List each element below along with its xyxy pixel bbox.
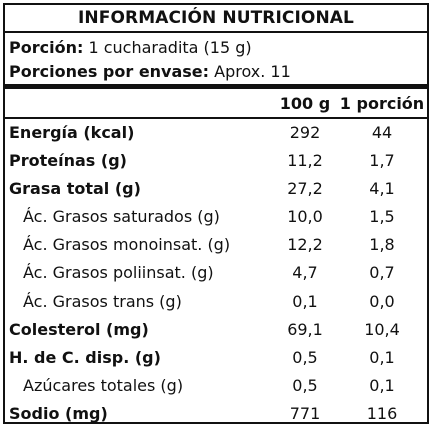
nutrition-facts-panel: INFORMACIÓN NUTRICIONAL Porción: 1 cucha… xyxy=(3,3,429,424)
row-value-100g: 0,5 xyxy=(292,347,318,367)
row-value-100g: 10,0 xyxy=(287,207,323,227)
row-value-100g: 292 xyxy=(289,123,321,142)
row-value-portion: 1,8 xyxy=(369,235,395,255)
table-row-energy: Energía (kcal) 292 44 xyxy=(5,119,427,147)
row-value-portion: 0,7 xyxy=(369,263,395,283)
row-label: Ác. Grasos trans (g) xyxy=(23,291,182,311)
row-value-portion: 116 xyxy=(366,403,398,423)
row-value-portion: 10,4 xyxy=(364,319,400,339)
row-value-portion: 1,7 xyxy=(369,151,395,171)
table-row-trans-fat: Ác. Grasos trans (g) 0,1 0,0 xyxy=(5,288,427,316)
column-header-100g: 100 g xyxy=(279,94,331,113)
portion-line: Porción: 1 cucharadita (15 g) xyxy=(9,37,252,59)
row-label: Azúcares totales (g) xyxy=(23,375,184,395)
table-header: 100 g 1 porción xyxy=(5,89,427,119)
row-value-100g: 69,1 xyxy=(287,319,323,339)
nutrition-table: 100 g 1 porción Energía (kcal) 292 44 Pr… xyxy=(5,89,427,428)
serving-info: Porción: 1 cucharadita (15 g) Porciones … xyxy=(5,33,427,89)
column-header-portion: 1 porción xyxy=(339,94,425,113)
table-row-saturated-fat: Ác. Grasos saturados (g) 10,0 1,5 xyxy=(5,203,427,231)
table-row-total-sugars: Azúcares totales (g) 0,5 0,1 xyxy=(5,372,427,400)
row-label: Sodio (mg) xyxy=(9,403,108,423)
portion-label: Porción: xyxy=(9,38,84,57)
nutrition-title: INFORMACIÓN NUTRICIONAL xyxy=(5,5,427,33)
row-value-100g: 0,1 xyxy=(292,291,318,311)
table-row-protein: Proteínas (g) 11,2 1,7 xyxy=(5,147,427,175)
row-value-100g: 771 xyxy=(289,403,321,423)
table-row-total-fat: Grasa total (g) 27,2 4,1 xyxy=(5,175,427,203)
servings-value: Aprox. 11 xyxy=(214,62,291,81)
row-value-100g: 27,2 xyxy=(287,179,323,199)
table-row-sodium: Sodio (mg) 771 116 xyxy=(5,400,427,428)
table-row-monounsaturated-fat: Ác. Grasos monoinsat. (g) 12,2 1,8 xyxy=(5,231,427,259)
portion-value: 1 cucharadita (15 g) xyxy=(88,38,252,57)
row-label: Ác. Grasos saturados (g) xyxy=(23,207,220,227)
row-label: Grasa total (g) xyxy=(9,179,141,199)
row-label: Energía (kcal) xyxy=(9,123,135,142)
servings-label: Porciones por envase: xyxy=(9,62,210,81)
row-label: H. de C. disp. (g) xyxy=(9,347,161,367)
table-row-cholesterol: Colesterol (mg) 69,1 10,4 xyxy=(5,316,427,344)
row-value-portion: 0,0 xyxy=(369,291,395,311)
row-value-portion: 0,1 xyxy=(369,347,395,367)
row-value-100g: 11,2 xyxy=(287,151,323,171)
servings-line: Porciones por envase: Aprox. 11 xyxy=(9,61,291,83)
row-label: Colesterol (mg) xyxy=(9,319,149,339)
row-label: Proteínas (g) xyxy=(9,151,127,171)
row-value-100g: 0,5 xyxy=(292,375,318,395)
row-label: Ác. Grasos monoinsat. (g) xyxy=(23,235,231,255)
row-value-portion: 44 xyxy=(371,123,393,142)
table-row-polyunsaturated-fat: Ác. Grasos poliinsat. (g) 4,7 0,7 xyxy=(5,259,427,287)
row-value-100g: 12,2 xyxy=(287,235,323,255)
table-row-carbohydrates: H. de C. disp. (g) 0,5 0,1 xyxy=(5,344,427,372)
row-value-portion: 1,5 xyxy=(369,207,395,227)
row-value-portion: 4,1 xyxy=(369,179,395,199)
row-value-portion: 0,1 xyxy=(369,375,395,395)
row-value-100g: 4,7 xyxy=(292,263,318,283)
row-label: Ác. Grasos poliinsat. (g) xyxy=(23,263,214,283)
